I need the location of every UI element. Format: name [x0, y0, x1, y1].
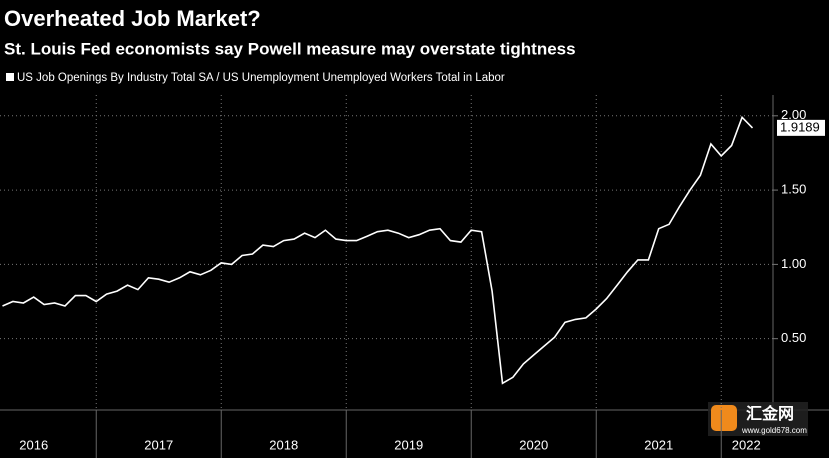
watermark: 汇金网: [746, 404, 794, 423]
chart-subtitle: St. Louis Fed economists say Powell meas…: [4, 39, 576, 58]
x-tick-label: 2016: [19, 437, 48, 452]
y-tick-label: 0.50: [781, 330, 806, 345]
chart-title: Overheated Job Market?: [4, 6, 261, 31]
last-value-label: 1.9189: [780, 119, 820, 134]
last-value-box: [777, 119, 825, 136]
legend-label: US Job Openings By Industry Total SA / U…: [17, 72, 505, 84]
x-tick-label: 2022: [732, 437, 761, 452]
x-tick-label: 2019: [394, 437, 423, 452]
watermark-icon: [711, 405, 737, 431]
line-series: [2, 115, 754, 385]
y-tick-label: 1.50: [781, 182, 806, 197]
x-tick-label: 2017: [144, 437, 173, 452]
y-tick-label: 1.00: [781, 256, 806, 271]
x-tick-label: 2018: [269, 437, 298, 452]
legend-swatch: [6, 73, 14, 81]
y-tick-label: 2.00: [781, 107, 806, 122]
watermark-url: www.gold678.com: [741, 426, 807, 435]
x-tick-label: 2021: [644, 437, 673, 452]
x-tick-label: 2020: [519, 437, 548, 452]
